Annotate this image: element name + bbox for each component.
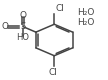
Text: O: O	[20, 11, 27, 20]
Text: S: S	[20, 22, 26, 31]
Text: HO: HO	[17, 33, 29, 42]
Text: Cl: Cl	[56, 4, 65, 13]
Text: O: O	[2, 22, 9, 31]
Text: H₂O: H₂O	[78, 18, 95, 27]
Text: Cl: Cl	[49, 68, 58, 76]
Text: H₂O: H₂O	[78, 8, 95, 17]
